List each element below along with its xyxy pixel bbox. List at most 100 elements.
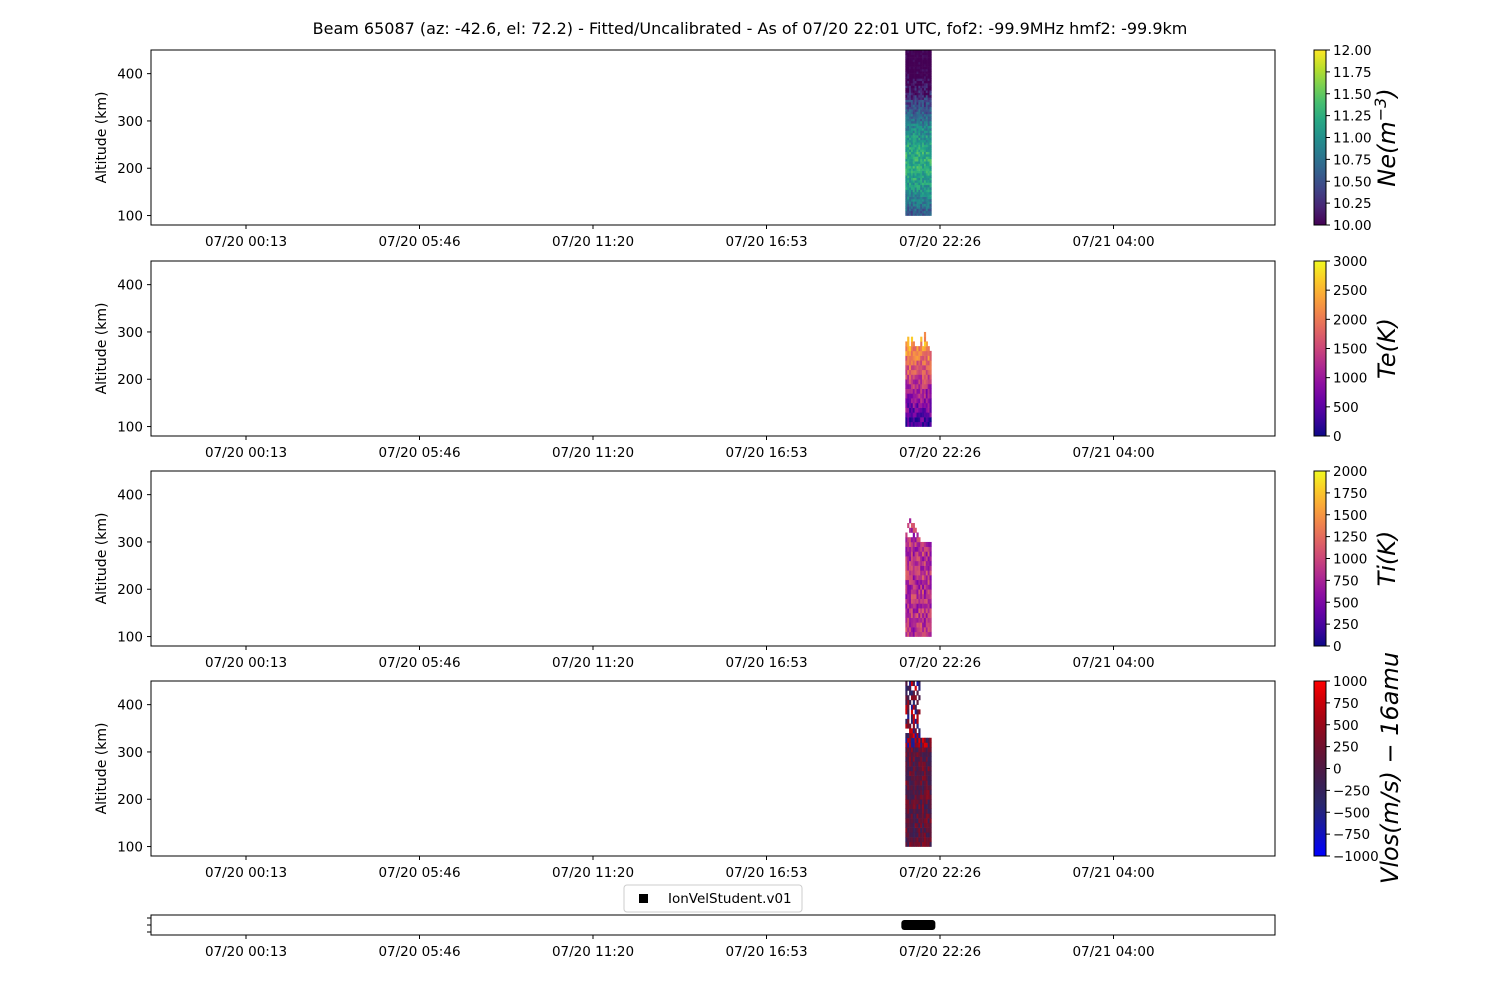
heatmap-cell: [910, 766, 914, 772]
heatmap-cell: [927, 346, 930, 352]
heatmap-cell: [929, 184, 932, 188]
heatmap-cell: [922, 139, 925, 143]
heatmap-cell: [916, 832, 919, 838]
heatmap-cell: [920, 560, 923, 566]
heatmap-cell: [927, 116, 930, 119]
heatmap-cell: [923, 130, 927, 134]
heatmap-cell: [905, 158, 908, 162]
heatmap-cell: [920, 556, 923, 562]
heatmap-cell: [920, 137, 923, 141]
heatmap-cell: [912, 785, 915, 791]
heatmap-cell: [905, 751, 908, 757]
heatmap-cell: [925, 393, 928, 399]
heatmap-cell: [916, 822, 919, 828]
heatmap-cell: [929, 109, 932, 112]
heatmap-cell: [922, 421, 925, 427]
heatmap-cell: [910, 617, 914, 623]
heatmap-cell: [920, 598, 923, 604]
heatmap-cell: [923, 365, 927, 371]
heatmap-cell: [923, 794, 927, 800]
heatmap-cell: [912, 728, 915, 734]
heatmap-cell: [910, 104, 914, 108]
heatmap-cell: [905, 532, 908, 538]
heatmap-cell: [905, 125, 908, 129]
heatmap-cell: [907, 622, 910, 628]
heatmap-cell: [910, 144, 914, 148]
heatmap-cell: [925, 832, 928, 838]
heatmap-cell: [929, 135, 932, 138]
heatmap-cell: [929, 355, 932, 361]
heatmap-cell: [927, 78, 930, 82]
heatmap-cell: [922, 180, 925, 183]
heatmap-cell: [925, 818, 928, 824]
heatmap-cell: [914, 59, 917, 63]
heatmap-cell: [907, 374, 910, 380]
heatmap-cell: [914, 388, 917, 394]
heatmap-cell: [922, 589, 925, 595]
heatmap-cell: [916, 158, 919, 162]
heatmap-cell: [925, 137, 928, 141]
heatmap-cell: [916, 681, 919, 687]
heatmap-cell: [922, 841, 925, 847]
heatmap-cell: [907, 120, 910, 124]
heatmap-cell: [925, 785, 928, 791]
heatmap-cell: [910, 803, 914, 809]
heatmap-cell: [929, 120, 932, 124]
heatmap-cell: [923, 151, 927, 155]
heatmap-cell: [909, 208, 912, 212]
heatmap-cell: [918, 709, 921, 715]
heatmap-cell: [925, 156, 928, 160]
colorbar-tick-label: 0: [1333, 639, 1342, 655]
heatmap-cell: [929, 360, 932, 366]
heatmap-cell: [916, 80, 919, 84]
heatmap-cell: [910, 118, 914, 122]
heatmap-cell: [905, 116, 908, 119]
heatmap-cell: [905, 421, 908, 427]
heatmap-cell: [907, 180, 910, 183]
x-tick-label: 07/20 16:53: [725, 655, 807, 671]
heatmap-cell: [923, 146, 927, 150]
heatmap-cell: [918, 149, 921, 152]
heatmap-cell: [922, 68, 925, 72]
heatmap-cell: [920, 182, 923, 186]
heatmap-cell: [916, 165, 919, 169]
heatmap-cell: [923, 198, 927, 202]
heatmap-cell: [922, 206, 925, 209]
heatmap-cell: [914, 827, 917, 833]
heatmap-cell: [929, 97, 932, 100]
heatmap-cell: [922, 770, 925, 776]
heatmap-cell: [916, 560, 919, 566]
heatmap-cell: [914, 57, 917, 60]
heatmap-cell: [909, 346, 912, 352]
heatmap-cell: [923, 137, 927, 141]
heatmap-cell: [925, 132, 928, 136]
heatmap-cell: [905, 355, 908, 361]
heatmap-cell: [922, 165, 925, 169]
heatmap-cell: [909, 751, 912, 757]
heatmap-cell: [910, 827, 914, 833]
heatmap-cell: [910, 341, 914, 347]
heatmap-cell: [909, 52, 912, 56]
heatmap-cell: [907, 104, 910, 108]
heatmap-cell: [925, 83, 928, 86]
heatmap-cell: [912, 818, 915, 824]
heatmap-cell: [923, 556, 927, 562]
heatmap-cell: [912, 560, 915, 566]
heatmap-cell: [920, 191, 923, 195]
heatmap-cell: [929, 52, 932, 56]
heatmap-cell: [925, 59, 928, 63]
heatmap-cell: [909, 631, 912, 637]
heatmap-cell: [916, 172, 919, 176]
heatmap-cell: [925, 365, 928, 371]
heatmap-cell: [923, 402, 927, 408]
heatmap-cell: [909, 66, 912, 70]
heatmap-cell: [909, 170, 912, 174]
colorbar-label: Te(K): [1373, 318, 1401, 379]
heatmap-cell: [912, 113, 915, 117]
heatmap-cell: [910, 537, 914, 543]
heatmap-cell: [910, 194, 914, 197]
heatmap-cell: [929, 149, 932, 152]
heatmap-cell: [918, 85, 921, 89]
heatmap-cell: [907, 584, 910, 590]
heatmap-cell: [929, 125, 932, 129]
